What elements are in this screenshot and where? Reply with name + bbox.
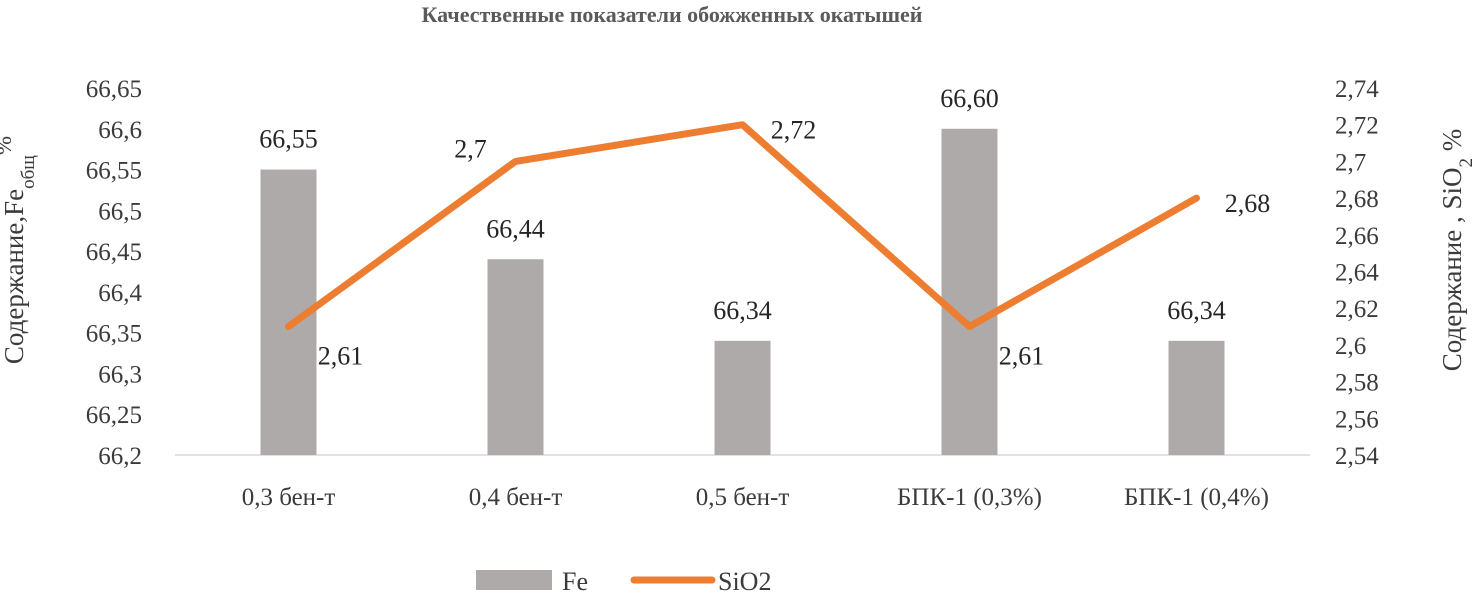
fe-data-label: 66,60 <box>940 84 999 113</box>
fe-bar <box>488 259 544 455</box>
right-axis-ticks: 2,54 2,56 2,58 2,6 2,62 2,64 2,66 2,68 2,7 2,72 2,… <box>1335 76 1379 470</box>
left-tick-label: 66,2 <box>98 443 142 470</box>
legend-fe-swatch <box>476 570 552 590</box>
fe-data-label: 66,34 <box>1167 296 1226 325</box>
right-tick-label: 2,6 <box>1335 333 1366 360</box>
fe-data-labels: 66,55 66,44 66,34 66,60 66,34 <box>259 84 1226 325</box>
fe-bar <box>1169 341 1225 455</box>
right-tick-label: 2,64 <box>1335 260 1379 287</box>
sio2-data-label: 2,68 <box>1225 189 1271 218</box>
sio2-data-label: 2,7 <box>454 134 487 163</box>
right-tick-label: 2,56 <box>1335 406 1379 433</box>
sio2-data-labels: 2,61 2,7 2,72 2,61 2,68 <box>318 116 1271 371</box>
left-axis-ticks: 66,2 66,25 66,3 66,35 66,4 66,45 66,5 66,55 66,6… <box>86 76 143 470</box>
left-tick-label: 66,25 <box>86 402 142 429</box>
sio2-data-label: 2,72 <box>771 116 817 145</box>
right-tick-label: 2,58 <box>1335 370 1379 397</box>
right-tick-label: 2,62 <box>1335 296 1379 323</box>
legend-fe-label: Fe <box>562 567 588 592</box>
left-tick-label: 66,65 <box>86 76 142 103</box>
left-tick-label: 66,6 <box>98 117 142 144</box>
left-tick-label: 66,4 <box>98 280 142 307</box>
right-tick-label: 2,68 <box>1335 186 1379 213</box>
right-tick-label: 2,7 <box>1335 149 1366 176</box>
fe-bar <box>942 129 998 455</box>
category-label: 0,5 бен-т <box>696 484 790 511</box>
right-axis-title: Содержание , SiO2 % <box>1437 129 1477 372</box>
left-axis-title: Содержание,Feобщ% <box>0 136 39 364</box>
fe-data-label: 66,34 <box>713 296 772 325</box>
fe-data-label: 66,55 <box>259 125 318 154</box>
fe-bars <box>261 129 1225 455</box>
category-label: БПК-1 (0,3%) <box>897 484 1042 511</box>
category-label: 0,4 бен-т <box>469 484 563 511</box>
left-tick-label: 66,3 <box>98 361 142 388</box>
category-label: 0,3 бен-т <box>242 484 336 511</box>
left-tick-label: 66,35 <box>86 321 142 348</box>
left-tick-label: 66,5 <box>98 198 142 225</box>
right-tick-label: 2,66 <box>1335 223 1379 250</box>
sio2-data-label: 2,61 <box>999 342 1045 371</box>
legend: Fe SiO2 <box>476 567 771 592</box>
right-tick-label: 2,74 <box>1335 76 1379 103</box>
fe-data-label: 66,44 <box>486 214 545 243</box>
right-tick-label: 2,72 <box>1335 113 1379 140</box>
left-tick-label: 66,45 <box>86 239 142 266</box>
category-label: БПК-1 (0,4%) <box>1124 484 1269 511</box>
legend-sio2-label: SiO2 <box>718 567 771 592</box>
fe-bar <box>715 341 771 455</box>
chart-title: Качественные показатели обожженных окаты… <box>422 2 923 27</box>
right-tick-label: 2,54 <box>1335 443 1379 470</box>
category-labels: 0,3 бен-т 0,4 бен-т 0,5 бен-т БПК-1 (0,3%) Б… <box>242 484 1269 511</box>
sio2-data-label: 2,61 <box>318 342 364 371</box>
left-tick-label: 66,55 <box>86 158 142 185</box>
